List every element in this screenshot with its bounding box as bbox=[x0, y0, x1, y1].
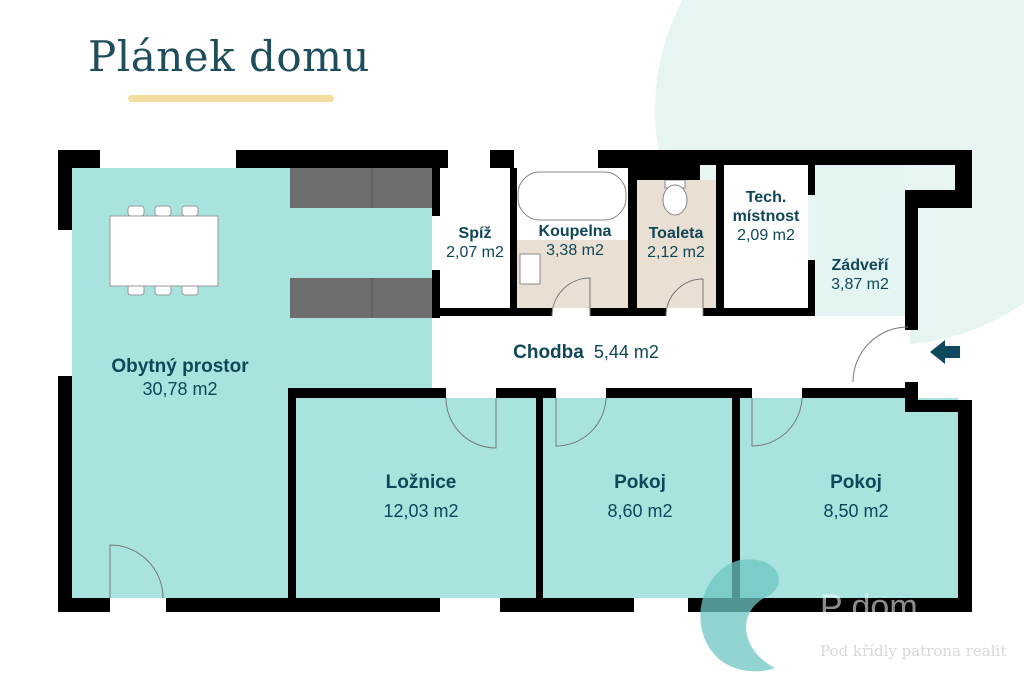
room2-fill bbox=[740, 398, 958, 598]
room-toaleta: Toaleta 2,12 m2 bbox=[647, 225, 705, 262]
room-obytny: Obytný prostor 30,78 m2 bbox=[111, 356, 249, 399]
watermark-logo-text: P dom bbox=[820, 588, 918, 626]
room1-fill bbox=[543, 398, 732, 598]
room-spiz: Spíž 2,07 m2 bbox=[446, 225, 504, 262]
dining-table-icon bbox=[109, 205, 219, 296]
title-underline bbox=[128, 95, 334, 102]
room-chodba: Chodba 5,44 m2 bbox=[513, 342, 659, 363]
kitchen-island bbox=[290, 278, 432, 318]
room-zadveri: Zádveří 3,87 m2 bbox=[831, 257, 889, 294]
watermark-tagline: Pod křídly patrona realit bbox=[820, 642, 1007, 660]
corridor-fill bbox=[432, 316, 910, 388]
tech-fill bbox=[724, 165, 808, 308]
walls bbox=[58, 150, 972, 612]
arrow-left-icon bbox=[930, 340, 960, 364]
watermark-logo-icon bbox=[700, 559, 779, 672]
bathtub-icon bbox=[517, 171, 627, 221]
toilet-icon bbox=[662, 184, 688, 216]
room-tech: Tech. místnost 2,09 m2 bbox=[732, 189, 800, 245]
vestibule-fill bbox=[815, 165, 905, 315]
pantry-fill bbox=[440, 168, 510, 308]
room-loznice: Ložnice 12,03 m2 bbox=[383, 472, 459, 521]
door-swings bbox=[109, 277, 909, 599]
room-koupelna: Koupelna 3,38 m2 bbox=[538, 223, 612, 260]
room-pokoj-1: Pokoj 8,60 m2 bbox=[607, 472, 673, 521]
page-title: Plánek domu bbox=[88, 32, 370, 81]
sink-icon bbox=[519, 253, 541, 285]
room-pokoj-2: Pokoj 8,50 m2 bbox=[823, 472, 889, 521]
kitchen-counter bbox=[290, 168, 432, 208]
